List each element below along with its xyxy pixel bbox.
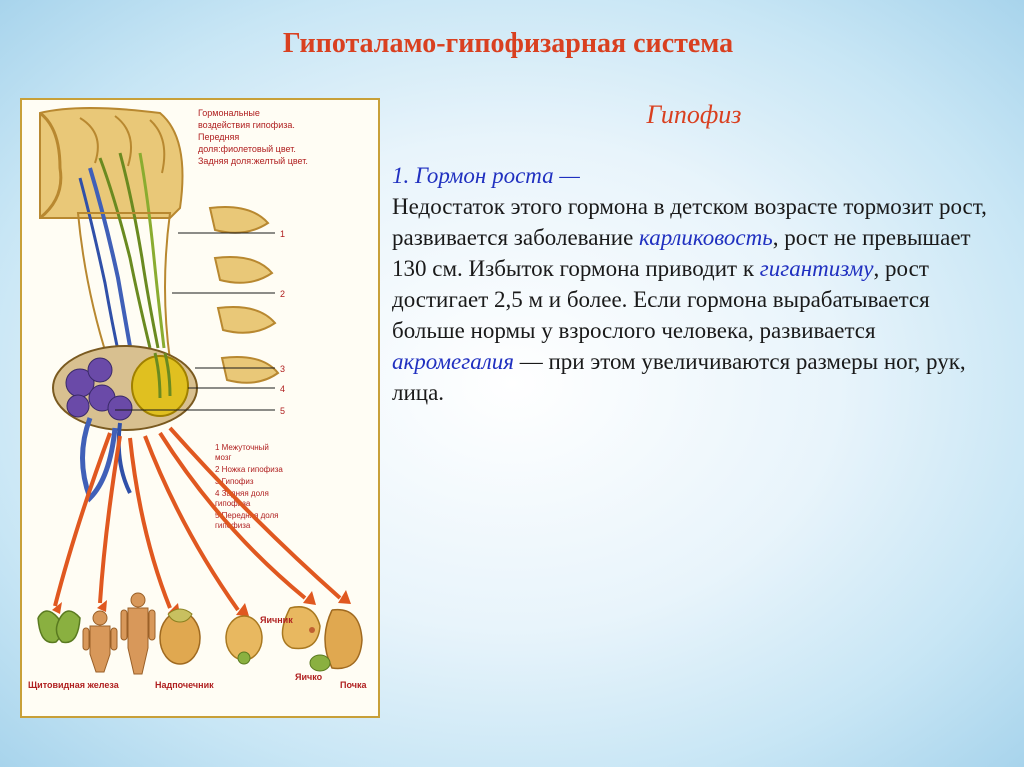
term-gigantism: гигантизму bbox=[760, 256, 874, 281]
diagram-svg: Гормональные воздействия гипофиза. Перед… bbox=[20, 98, 380, 718]
skull-section bbox=[40, 108, 183, 218]
mammary-icon bbox=[282, 607, 320, 649]
term-dwarfism: карликовость bbox=[639, 225, 773, 250]
body-paragraph: 1. Гормон роста — Недостаток этого гормо… bbox=[392, 160, 996, 408]
legend-l2: воздействия гипофиза. bbox=[198, 120, 295, 130]
axis-2: 2 bbox=[280, 289, 285, 299]
hormone-label: 1. Гормон роста — bbox=[392, 163, 580, 188]
svg-text:2 Ножка гипофиза: 2 Ножка гипофиза bbox=[215, 465, 283, 474]
axis-5: 5 bbox=[280, 406, 285, 416]
svg-text:1 Межуточный: 1 Межуточный bbox=[215, 443, 269, 452]
slide-root: Гипоталамо-гипофизарная система Гормонал… bbox=[0, 0, 1024, 767]
svg-text:мозг: мозг bbox=[215, 453, 232, 462]
label-adrenal: Надпочечник bbox=[155, 680, 214, 690]
legend-l1: Гормональные bbox=[198, 108, 260, 118]
text-column: Гипофиз 1. Гормон роста — Недостаток это… bbox=[392, 98, 996, 718]
term-acromegaly: акромегалия bbox=[392, 349, 514, 374]
axis-4: 4 bbox=[280, 384, 285, 394]
label-ovary: Яичник bbox=[260, 615, 293, 625]
legend-l5: Задняя доля:желтый цвет. bbox=[198, 156, 308, 166]
slide-title: Гипоталамо-гипофизарная система bbox=[20, 28, 996, 60]
axis-1: 1 bbox=[280, 229, 285, 239]
label-testis: Яичко bbox=[295, 672, 323, 682]
legend-l4: доля:фиолетовый цвет. bbox=[198, 144, 296, 154]
section-subhead: Гипофиз bbox=[392, 100, 996, 130]
label-kidney: Почка bbox=[340, 680, 367, 690]
svg-text:4 Задняя доля: 4 Задняя доля bbox=[215, 489, 269, 498]
label-thyroid: Щитовидная железа bbox=[28, 680, 120, 690]
content-row: Гормональные воздействия гипофиза. Перед… bbox=[20, 98, 996, 718]
legend-l3: Передняя bbox=[198, 132, 239, 142]
anatomy-diagram: Гормональные воздействия гипофиза. Перед… bbox=[20, 98, 380, 718]
axis-3: 3 bbox=[280, 364, 285, 374]
